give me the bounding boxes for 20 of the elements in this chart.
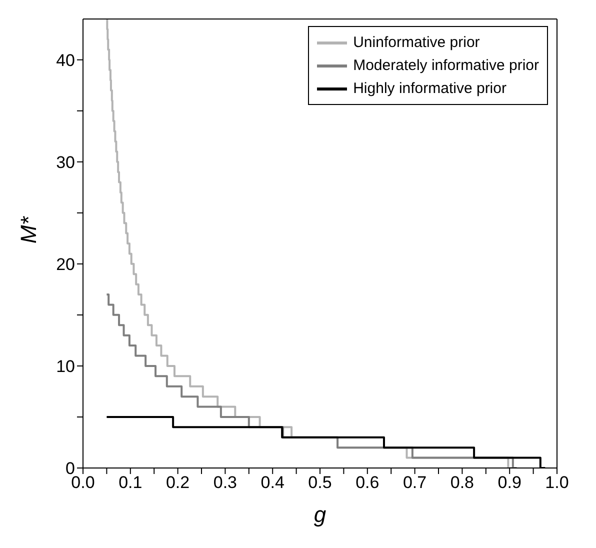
x-tick-label: 0.2 (166, 473, 190, 492)
y-tick-label: 30 (56, 152, 75, 172)
x-tick-label: 0.1 (118, 473, 142, 492)
x-tick-label: 0.4 (260, 473, 284, 492)
y-axis-title: M* (16, 215, 41, 244)
x-tick-label: 0.0 (71, 473, 95, 492)
x-axis-title: g (314, 502, 327, 527)
legend-label: Highly informative prior (353, 79, 506, 99)
x-tick-label: 0.9 (498, 473, 522, 492)
x-tick-label: 0.3 (213, 473, 238, 492)
x-tick-label: 0.6 (356, 473, 380, 492)
y-tick-label: 20 (56, 254, 75, 274)
x-tick-label: 1.0 (545, 473, 569, 492)
y-tick-label: 10 (56, 356, 75, 376)
legend-label: Moderately informative prior (353, 56, 539, 76)
x-tick-label: 0.7 (402, 473, 427, 492)
legend-label: Uninformative prior (353, 33, 480, 53)
x-tick-label: 0.8 (450, 473, 474, 492)
y-tick-label: 40 (56, 50, 75, 70)
x-tick-label: 0.5 (308, 473, 332, 492)
